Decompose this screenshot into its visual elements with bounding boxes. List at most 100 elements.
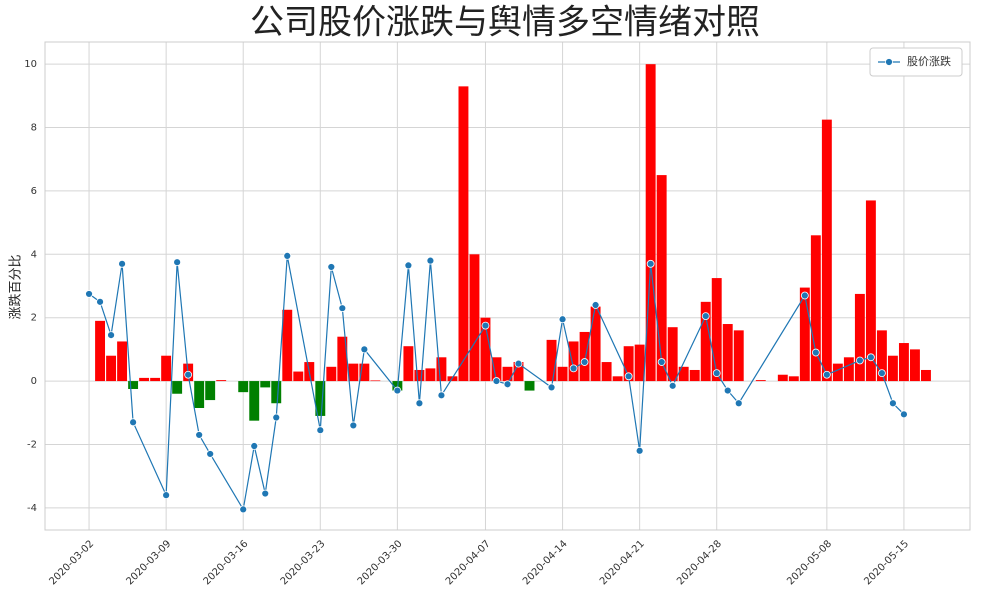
bar [425,368,436,382]
point [239,505,248,514]
bar [205,381,216,401]
bar [414,369,425,382]
bar [590,306,601,382]
bar [502,366,513,382]
point [393,386,402,395]
point [558,315,567,324]
y-tick-label: 8 [31,123,37,134]
bar [700,301,711,382]
x-tick-label: 2020-03-30 [356,538,405,587]
y-axis-label: 涨跌百分比 [8,254,24,319]
x-tick-label: 2020-03-02 [47,538,96,587]
point [206,450,215,458]
point [624,372,633,381]
bar [172,381,183,394]
point [118,259,126,268]
point [712,369,721,378]
point [734,399,743,408]
legend-box [869,47,963,77]
bar [106,355,117,382]
bar [403,346,414,382]
plot-frame [44,41,971,531]
bar [711,278,722,382]
bar [524,381,535,391]
point [349,421,358,430]
bar [623,346,634,382]
bar [282,309,293,382]
bar [95,320,106,382]
point [514,359,523,368]
bar [579,331,590,382]
bar [491,357,502,382]
point [878,369,886,378]
bar [480,317,491,382]
point [184,370,193,379]
bar [337,336,348,382]
bar [293,371,304,382]
point [283,251,292,260]
bar [810,235,821,382]
bar [821,119,832,382]
bar [238,381,249,393]
point [272,413,281,422]
bar [348,363,359,382]
point [415,399,424,408]
point [701,312,710,321]
x-tick-label: 2020-04-28 [675,538,724,587]
point [822,370,831,379]
bar [601,362,612,382]
y-tick-label: 2 [31,313,37,324]
bar [271,381,282,404]
bar [799,287,810,382]
bar [370,380,381,382]
point [250,442,259,450]
legend-marker [885,58,893,66]
bar [887,355,898,382]
point [261,489,270,498]
bar [788,376,799,382]
point [723,386,732,395]
bar [513,362,524,382]
bar [150,377,161,382]
point [492,377,501,385]
bar [843,357,854,382]
point [437,391,446,400]
y-tick-label: 10 [24,59,37,70]
x-tick-label: 2020-03-09 [124,538,173,587]
point [426,256,435,265]
bar [326,366,337,382]
bar [722,324,733,382]
bar [854,293,865,382]
bar [359,363,370,382]
bar [128,381,139,389]
point [657,358,666,366]
bar [436,357,447,382]
bar [667,327,678,382]
point [580,358,589,366]
chart-title: 公司股价涨跌与舆情多空情绪对照 [250,3,760,43]
bar [777,374,788,382]
bar [678,366,689,382]
bar [612,376,623,382]
bar [557,366,568,382]
point [800,291,809,300]
bar [865,200,876,382]
x-tick-label: 2020-04-07 [444,538,493,587]
point [360,345,369,354]
point [646,259,655,268]
x-tick-label: 2020-04-14 [521,538,570,587]
point [855,356,864,365]
point [811,348,820,357]
bar [909,349,920,382]
point [481,321,490,330]
point [129,418,137,427]
point [107,331,115,340]
point [404,261,413,270]
bar [139,377,150,382]
point [327,263,336,271]
x-tick-label: 2020-04-21 [598,538,647,587]
bar [315,381,326,416]
y-tick-label: -4 [27,503,37,514]
point [591,301,600,309]
